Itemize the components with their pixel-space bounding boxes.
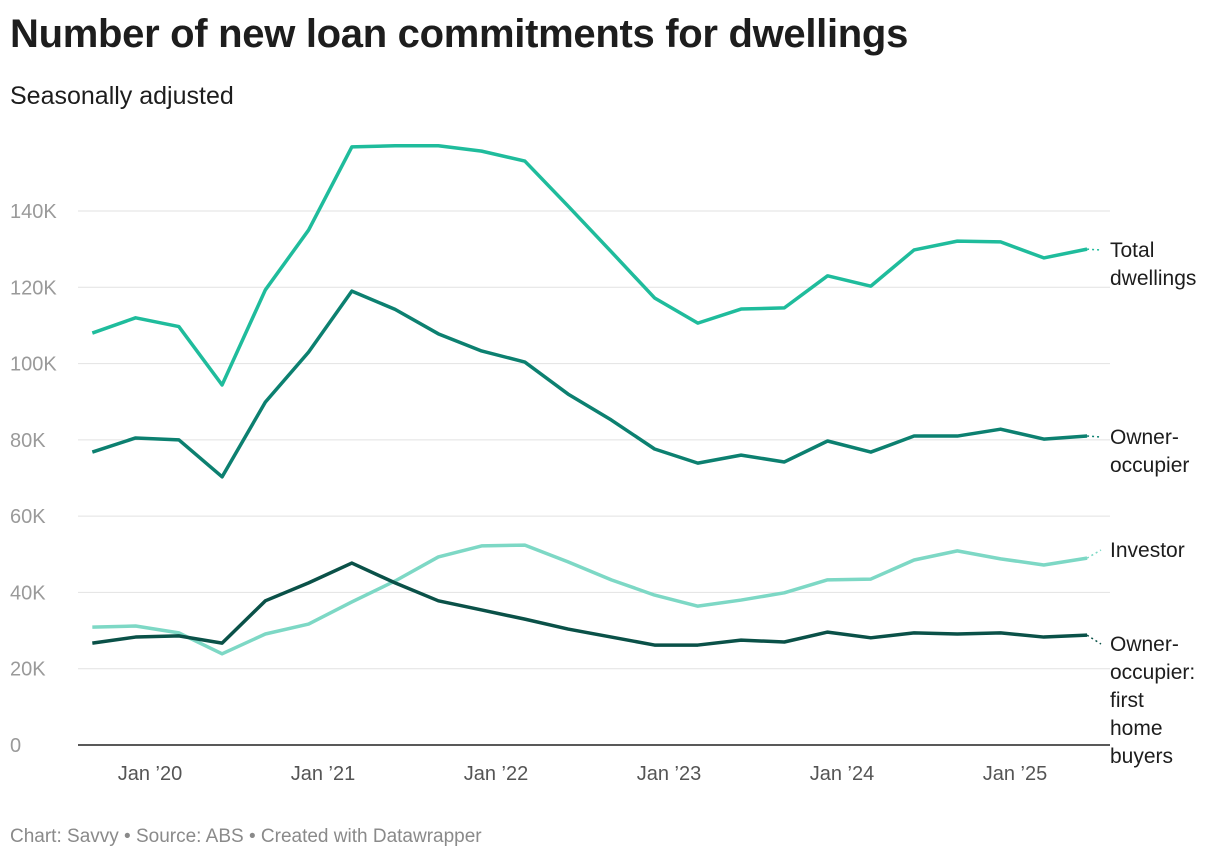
x-tick-label: Jan ’22 (464, 763, 529, 785)
y-tick-label: 60K (10, 506, 46, 528)
series-line (92, 561, 1088, 647)
label-connector (1087, 248, 1102, 251)
y-tick-label: 120K (10, 277, 57, 299)
y-tick-label: 80K (10, 430, 46, 452)
series-label: first (1110, 689, 1144, 712)
series-line (91, 289, 1088, 479)
series-label: Owner- (1110, 426, 1179, 449)
x-tick-label: Jan ’23 (637, 763, 702, 785)
y-tick-label: 40K (10, 582, 46, 604)
series-label: Total (1110, 239, 1154, 262)
series-label: Investor (1110, 539, 1185, 562)
chart-footer: Chart: Savvy • Source: ABS • Created wit… (10, 826, 482, 847)
series-label: Owner- (1110, 633, 1179, 656)
y-tick-label: 0 (10, 735, 21, 757)
series-line (92, 543, 1088, 656)
y-tick-label: 100K (10, 354, 57, 376)
series-label: occupier: (1110, 661, 1195, 684)
x-tick-label: Jan ’24 (810, 763, 875, 785)
chart-subtitle: Seasonally adjusted (10, 82, 234, 110)
series-label: buyers (1110, 745, 1173, 768)
x-tick-label: Jan ’21 (291, 763, 356, 785)
label-connector (1087, 435, 1102, 438)
x-tick-label: Jan ’20 (118, 763, 183, 785)
chart-title: Number of new loan commitments for dwell… (10, 12, 909, 56)
y-tick-label: 140K (10, 201, 57, 223)
x-tick-label: Jan ’25 (983, 763, 1048, 785)
series-label: home (1110, 717, 1163, 740)
series-label: dwellings (1110, 267, 1196, 290)
label-connector (1086, 634, 1102, 645)
y-tick-label: 20K (10, 659, 46, 681)
label-connector (1086, 549, 1102, 559)
series-label: occupier (1110, 454, 1189, 477)
series-line (91, 144, 1088, 387)
